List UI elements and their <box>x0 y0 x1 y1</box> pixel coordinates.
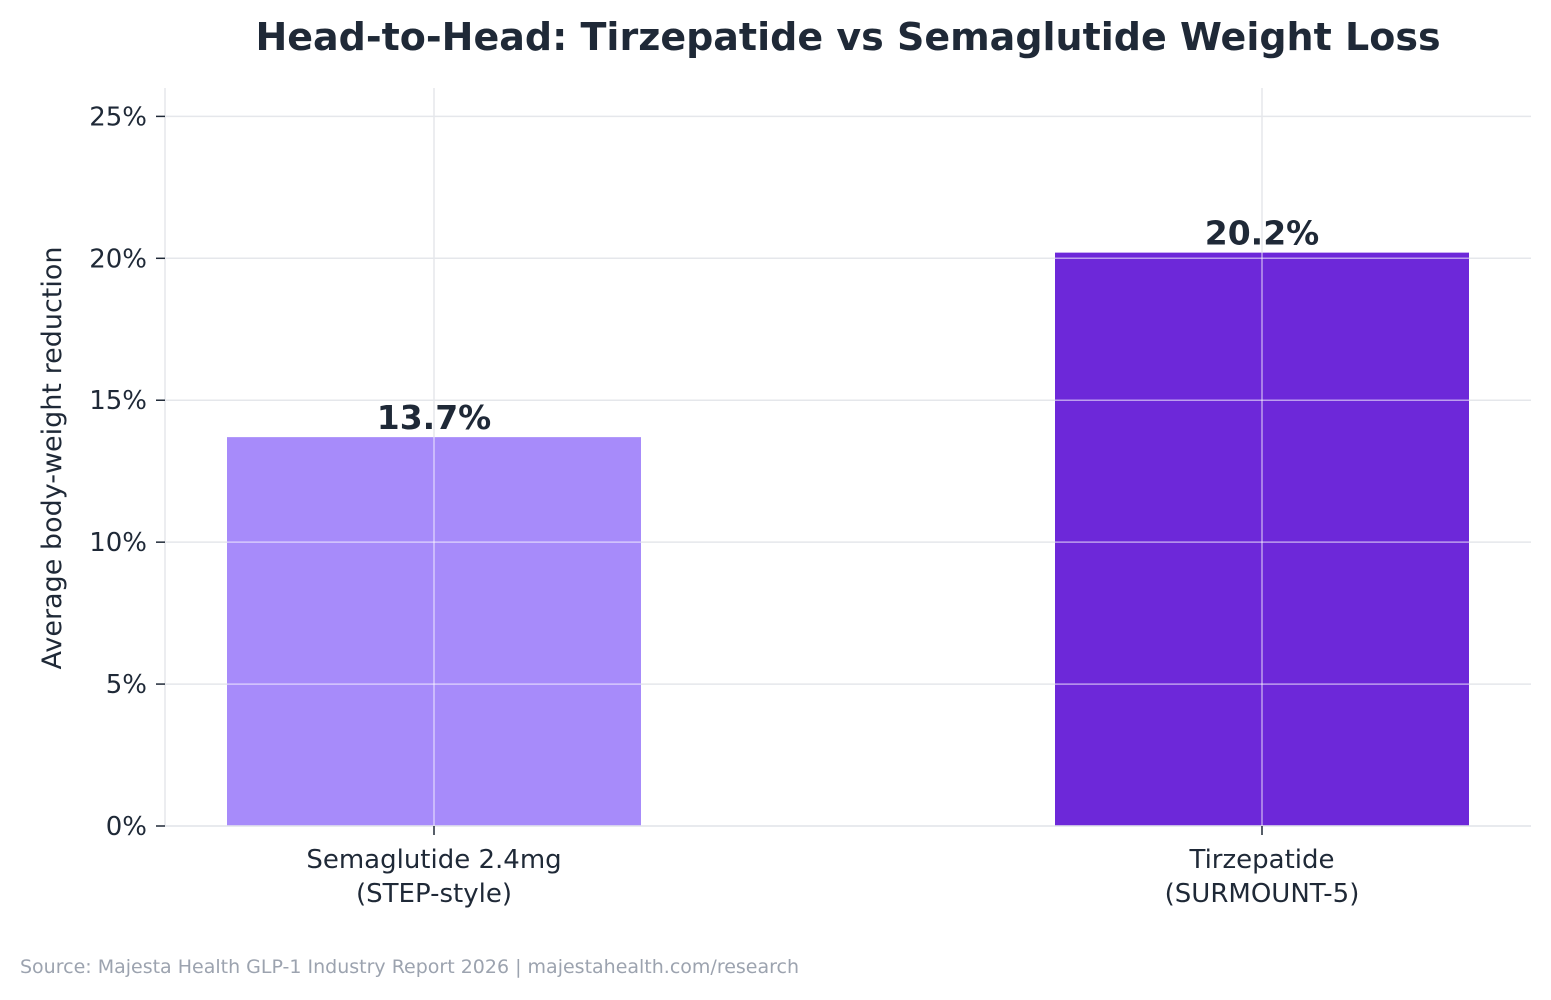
vertical-grid-lines <box>227 88 1469 826</box>
bars <box>227 252 1469 827</box>
source-footnote: Source: Majesta Health GLP-1 Industry Re… <box>20 956 800 978</box>
y-tick-label: 0% <box>106 812 147 842</box>
chart-title: Head-to-Head: Tirzepatide vs Semaglutide… <box>255 15 1440 59</box>
y-tick-label: 10% <box>89 528 147 558</box>
bar-value-label: 20.2% <box>1205 214 1320 253</box>
y-tick-label: 15% <box>89 386 147 416</box>
x-tick-label: (STEP-style) <box>356 879 512 909</box>
x-tick-label: Tirzepatide <box>1189 845 1335 875</box>
y-tick-label: 5% <box>106 670 147 700</box>
y-tick-label: 25% <box>89 102 147 132</box>
x-tick-label: Semaglutide 2.4mg <box>306 845 561 875</box>
bar-value-label: 13.7% <box>377 398 492 437</box>
axes: 0% 5% 10% 15% 20% 25% Semaglutide 2.4mg (STEP-s… <box>89 88 1531 909</box>
x-tick-label: (SURMOUNT-5) <box>1165 879 1360 909</box>
y-tick-label: 20% <box>89 244 147 274</box>
y-axis-label: Average body-weight reduction <box>37 246 68 669</box>
data-labels: 13.7% 20.2% <box>377 214 1320 438</box>
